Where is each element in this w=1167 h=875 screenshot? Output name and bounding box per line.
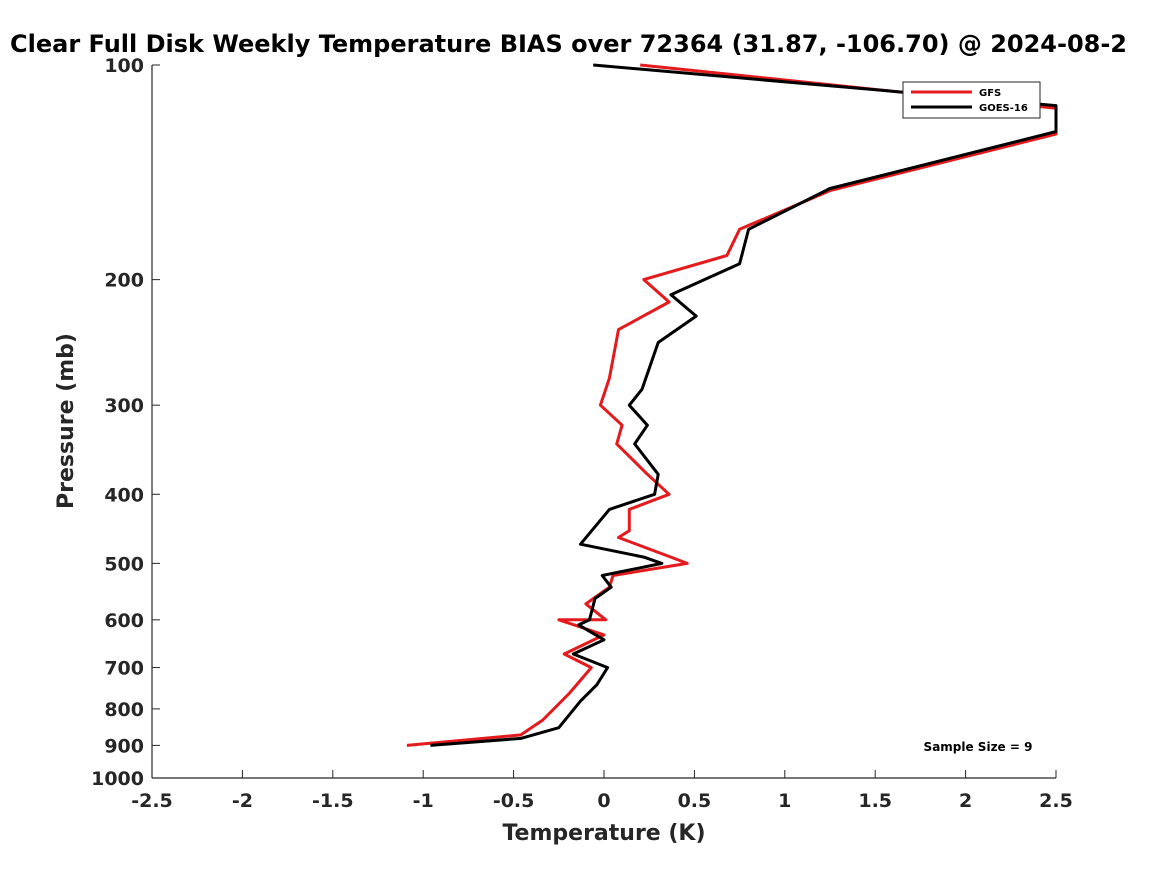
legend-box bbox=[902, 81, 1041, 119]
y-axis-ticks: 100 200 300 400 500 600 700 800 900 1000 bbox=[91, 55, 160, 790]
y-tick-label: 900 bbox=[104, 735, 144, 757]
y-axis-label: Pressure (mb) bbox=[54, 333, 79, 509]
x-tick-label: 0.5 bbox=[678, 790, 712, 812]
y-tick-label: 200 bbox=[104, 270, 144, 292]
sample-size-annotation: Sample Size = 9 bbox=[924, 740, 1033, 754]
legend-label: GFS bbox=[979, 88, 1001, 99]
y-tick-label: 100 bbox=[104, 55, 144, 77]
series-layer bbox=[406, 63, 1058, 747]
x-tick-label: -2 bbox=[232, 790, 253, 812]
x-tick-label: 1 bbox=[778, 790, 791, 812]
y-tick-label: 700 bbox=[104, 658, 144, 680]
x-tick-label: 1.5 bbox=[858, 790, 892, 812]
x-tick-label: -1.5 bbox=[312, 790, 354, 812]
x-axis-ticks: -2.5 -2 -1.5 -1 -0.5 0 0.5 1 1.5 2 2.5 bbox=[131, 770, 1073, 812]
x-tick-label: 0 bbox=[597, 790, 610, 812]
y-tick-label: 1000 bbox=[91, 768, 144, 790]
series-line-goes-16 bbox=[430, 63, 1058, 747]
x-axis-label: Temperature (K) bbox=[502, 821, 705, 846]
y-tick-label: 400 bbox=[104, 484, 144, 506]
legend: GFS GOES-16 bbox=[902, 81, 1041, 119]
y-tick-label: 600 bbox=[104, 610, 144, 632]
chart-title: Clear Full Disk Weekly Temperature BIAS … bbox=[10, 30, 1127, 58]
x-tick-label: 2 bbox=[959, 790, 972, 812]
x-tick-label: -2.5 bbox=[131, 790, 173, 812]
y-tick-label: 300 bbox=[104, 395, 144, 417]
x-tick-label: 2.5 bbox=[1039, 790, 1073, 812]
x-tick-label: -0.5 bbox=[493, 790, 535, 812]
x-tick-label: -1 bbox=[413, 790, 434, 812]
legend-label: GOES-16 bbox=[979, 103, 1028, 114]
series-line-gfs bbox=[406, 63, 1058, 747]
y-tick-label: 500 bbox=[104, 553, 144, 575]
y-tick-label: 800 bbox=[104, 699, 144, 721]
